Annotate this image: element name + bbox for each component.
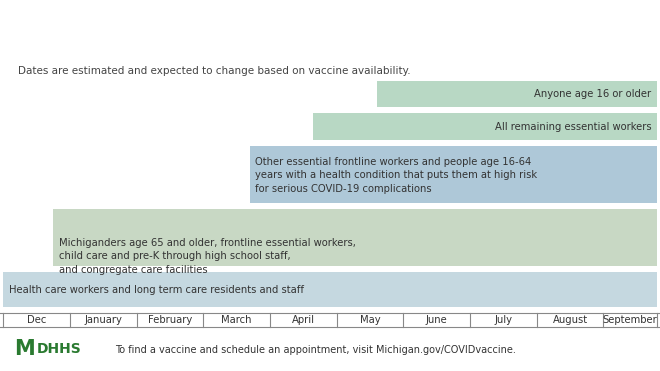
Bar [53,209,657,266]
Text: September: September [603,315,657,325]
Text: May: May [360,315,380,325]
Text: June: June [426,315,447,325]
Text: All remaining essential workers: All remaining essential workers [495,122,651,132]
Text: Anyone age 16 or older: Anyone age 16 or older [534,89,651,99]
Bar [314,114,657,140]
Text: Health care workers and long term care residents and staff: Health care workers and long term care r… [9,285,304,295]
Text: March: March [221,315,252,325]
Text: To find a vaccine and schedule an appointment, visit Michigan.gov/COVIDvaccine.: To find a vaccine and schedule an appoin… [115,345,516,355]
Text: M: M [15,339,35,359]
Text: February: February [148,315,192,325]
Text: July: July [494,315,512,325]
Text: Dec: Dec [27,315,46,325]
Text: DHHS: DHHS [36,342,81,356]
Text: January: January [84,315,122,325]
Bar [3,272,657,308]
Bar [250,146,657,203]
Text: Dates are estimated and expected to change based on vaccine availability.: Dates are estimated and expected to chan… [18,66,411,76]
Bar [377,81,657,108]
Text: Other essential frontline workers and people age 16-64
years with a health condi: Other essential frontline workers and pe… [255,157,537,194]
Text: Preliminary COVID-19 Vaccination Timeline: Preliminary COVID-19 Vaccination Timelin… [18,16,642,42]
Text: April: April [292,315,315,325]
Text: August: August [552,315,587,325]
Text: Michiganders age 65 and older, frontline essential workers,
child care and pre-K: Michiganders age 65 and older, frontline… [59,237,356,275]
